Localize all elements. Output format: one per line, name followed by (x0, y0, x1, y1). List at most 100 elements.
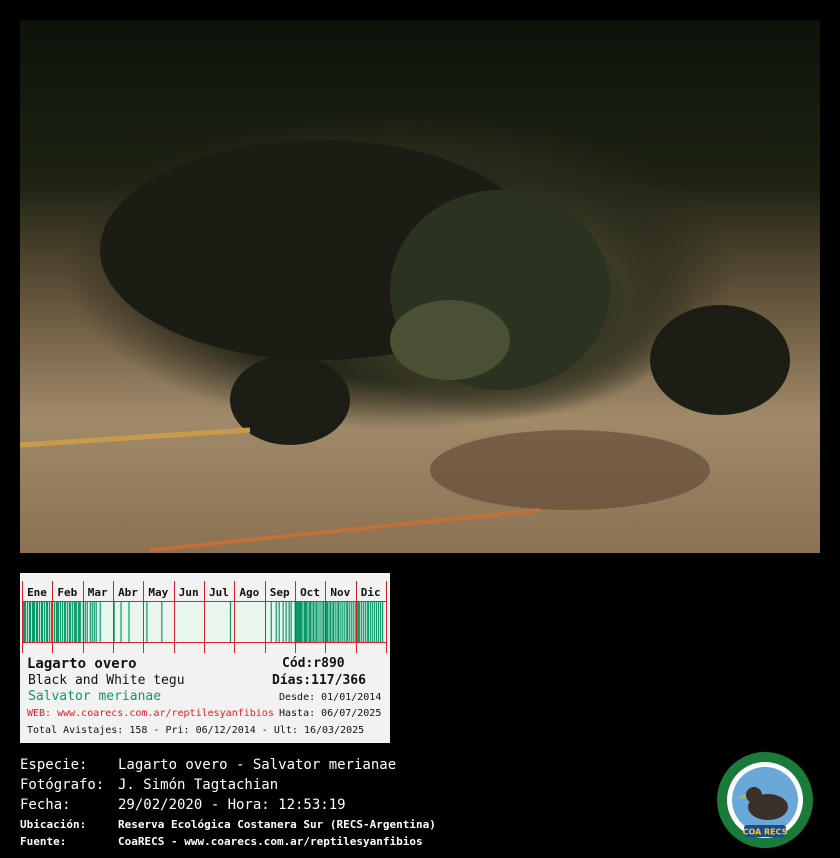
sighting-day-bar (338, 602, 340, 642)
sighting-day-bar (344, 602, 346, 642)
sighting-day-bar (333, 602, 335, 642)
sighting-day-bar (59, 602, 61, 642)
coarecs-logo: COA RECS (717, 752, 813, 848)
month-divider (143, 581, 145, 653)
sighting-day-bar (120, 602, 122, 642)
sighting-day-bar (33, 602, 36, 642)
sighting-day-bar (275, 602, 277, 642)
sighting-day-bar (99, 602, 101, 642)
photographer-label: Fotógrafo: (20, 777, 105, 793)
month-label-jun: Jun (178, 586, 199, 599)
sighting-day-bar (128, 602, 130, 642)
sighting-day-bar (365, 602, 367, 642)
sighting-day-bar (229, 602, 232, 642)
species-photo (20, 20, 820, 553)
sighting-day-bar (38, 602, 41, 642)
month-label-sep: Sep (269, 586, 290, 599)
sighting-day-bar (326, 602, 328, 642)
sighting-day-bar (306, 602, 308, 642)
date-from: Desde: 01/01/2014 (279, 692, 382, 703)
sighting-day-bar (40, 602, 43, 642)
common-name: Lagarto overo (27, 656, 137, 672)
sighting-day-bar (73, 602, 75, 642)
sighting-day-bar (309, 602, 311, 642)
sighting-day-bar (68, 602, 70, 642)
sighting-day-bar (382, 602, 384, 642)
sighting-day-bar (66, 602, 68, 642)
sighting-day-bar (356, 602, 358, 642)
sighting-day-bar (368, 602, 370, 642)
sighting-day-bar (270, 602, 272, 642)
sighting-day-bar (342, 602, 344, 642)
sighting-day-bar (295, 602, 297, 642)
scientific-name: Salvator merianae (28, 689, 162, 704)
sighting-day-bar (304, 602, 306, 642)
location-label: Ubicación: (20, 818, 87, 831)
sighting-day-bar (380, 602, 382, 642)
month-label-mar: Mar (87, 586, 108, 599)
sighting-day-bar (312, 602, 314, 642)
sighting-day-bar (285, 602, 287, 642)
photographer-value: J. Simón Tagtachian (118, 777, 279, 793)
sighting-day-bar (335, 602, 337, 642)
sighting-day-bar (113, 602, 115, 642)
sighting-day-bar (337, 602, 339, 642)
sighting-day-bar (332, 602, 334, 642)
days-count: Días:117/366 (272, 673, 366, 688)
sighting-day-bar (297, 602, 299, 642)
sighting-day-bar (31, 602, 34, 642)
month-divider (234, 581, 236, 653)
sighting-day-bar (93, 602, 95, 642)
sighting-day-bar (310, 602, 312, 642)
sighting-day-bar (95, 602, 97, 642)
sighting-day-bar (71, 602, 73, 642)
sighting-day-bar (56, 602, 59, 642)
sighting-day-bar (55, 602, 58, 642)
sighting-day-bar (43, 602, 46, 642)
date-to: Hasta: 06/07/2025 (279, 708, 382, 719)
english-name: Black and White tegu (28, 673, 185, 688)
sighting-day-bar (22, 602, 25, 642)
sighting-day-bar (376, 602, 378, 642)
sighting-day-bar (361, 602, 363, 642)
sighting-day-bar (322, 602, 324, 642)
sighting-day-bar (278, 602, 280, 642)
sighting-day-bar (299, 602, 301, 642)
sighting-day-bar (357, 602, 359, 642)
month-label-abr: Abr (118, 586, 138, 599)
month-label-feb: Feb (57, 586, 78, 599)
sighting-day-bar (347, 602, 349, 642)
sighting-day-bar (32, 602, 35, 642)
sighting-day-bar (24, 602, 27, 642)
sighting-day-bar (53, 602, 56, 642)
sighting-day-bar (26, 602, 29, 642)
month-label-ago: Ago (239, 586, 260, 599)
sighting-day-bar (346, 602, 348, 642)
sighting-day-bar (28, 602, 31, 642)
date-label: Fecha: (20, 797, 71, 813)
month-label-oct: Oct (300, 586, 320, 599)
sighting-day-bar (282, 602, 284, 642)
sighting-day-bar (35, 602, 38, 642)
sighting-day-bar (313, 602, 315, 642)
sighting-day-bar (50, 602, 53, 642)
sighting-day-bar (320, 602, 322, 642)
source-label: Fuente: (20, 835, 67, 848)
sighting-day-bar (378, 602, 380, 642)
month-label-dic: Dic (360, 586, 381, 599)
month-divider (355, 581, 357, 653)
sighting-day-bar (340, 602, 342, 642)
month-divider (82, 581, 84, 653)
sighting-day-bar (61, 602, 63, 642)
sighting-day-bar (146, 602, 148, 642)
sighting-day-bar (372, 602, 374, 642)
sighting-day-bar (63, 602, 65, 642)
sighting-day-bar (86, 602, 88, 642)
month-divider (204, 581, 205, 653)
sighting-day-bar (301, 602, 303, 642)
web-link[interactable]: WEB: www.coarecs.com.ar/reptilesyanfibio… (27, 708, 274, 719)
source-value: CoaRECS - www.coarecs.com.ar/reptilesyan… (118, 835, 423, 848)
sighting-day-bar (316, 602, 318, 642)
month-label-jul: Jul (209, 586, 229, 599)
month-divider (295, 581, 296, 653)
